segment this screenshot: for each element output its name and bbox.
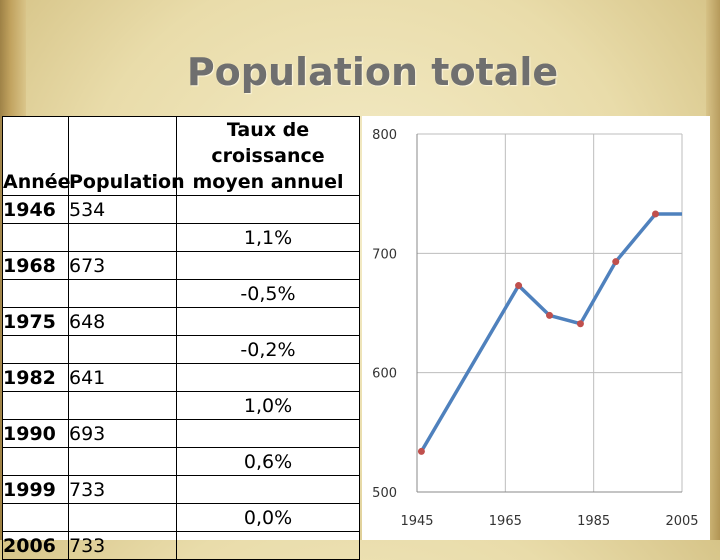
table-row: 1968 673 [2, 251, 360, 280]
x-tick-label: 1945 [400, 514, 433, 529]
table-row: 1946 534 [2, 195, 360, 224]
table-row: 1990 693 [2, 419, 360, 448]
population-cell: 648 [68, 307, 177, 336]
data-point [515, 282, 523, 290]
y-tick-label: 500 [372, 486, 397, 501]
table-row: 0,6% [2, 447, 360, 476]
year-cell: 1968 [2, 251, 69, 280]
year-cell: 1946 [2, 195, 69, 224]
population-table-panel: Année Population Taux de croissance moye… [2, 116, 360, 560]
rate-cell-empty [176, 531, 360, 560]
population-cell-empty [68, 279, 177, 308]
rate-cell: 1,1% [176, 223, 360, 252]
table-header-row: Année Population Taux de croissance moye… [2, 116, 360, 196]
year-cell-empty [2, 447, 69, 476]
rate-cell: 0,6% [176, 447, 360, 476]
rate-cell-empty [176, 307, 360, 336]
table-row: -0,2% [2, 335, 360, 364]
year-cell-empty [2, 391, 69, 420]
population-cell: 641 [68, 363, 177, 392]
table-row: 1982 641 [2, 363, 360, 392]
population-cell: 733 [68, 475, 177, 504]
year-cell: 1990 [2, 419, 69, 448]
rate-cell: -0,2% [176, 335, 360, 364]
population-cell-empty [68, 223, 177, 252]
population-cell-empty [68, 447, 177, 476]
rate-cell-empty [176, 475, 360, 504]
table-row: 1975 648 [2, 307, 360, 336]
table-row: 1999 733 [2, 475, 360, 504]
rate-cell: 0,0% [176, 503, 360, 532]
header-rate: Taux de croissance moyen annuel [176, 116, 360, 196]
data-point [546, 311, 553, 319]
population-cell: 534 [68, 195, 177, 224]
data-point [652, 210, 659, 218]
year-cell-empty [2, 503, 69, 532]
population-cell-empty [68, 503, 177, 532]
data-point [417, 447, 425, 455]
header-year: Année [2, 116, 71, 196]
population-line-chart: 1945 1965 1985 2005 500 600 700 800 [372, 128, 698, 529]
population-series-line [419, 212, 682, 453]
header-population: Population [68, 116, 185, 196]
x-tick-label: 2005 [665, 514, 698, 529]
population-cell: 673 [68, 251, 177, 280]
population-cell: 693 [68, 419, 177, 448]
rate-cell-empty [176, 419, 360, 448]
rate-cell-empty [176, 251, 360, 280]
table-row: -0,5% [2, 279, 360, 308]
year-cell: 2006 [2, 531, 69, 560]
year-cell-empty [2, 279, 69, 308]
population-cell-empty [68, 335, 177, 364]
rate-cell-empty [176, 195, 360, 224]
population-cell: 733 [68, 531, 177, 560]
data-point [576, 320, 584, 328]
rate-cell: -0,5% [176, 279, 360, 308]
year-cell-empty [2, 335, 69, 364]
population-table: Année Population Taux de croissance moye… [2, 116, 360, 560]
rate-cell-empty [176, 363, 360, 392]
x-tick-label: 1985 [577, 514, 610, 529]
x-tick-label: 1965 [489, 514, 522, 529]
year-cell: 1975 [2, 307, 69, 336]
y-tick-label: 700 [372, 247, 397, 262]
header-rate-line2: moyen annuel [192, 171, 344, 193]
year-cell: 1999 [2, 475, 69, 504]
rate-cell: 1,0% [176, 391, 360, 420]
population-chart-panel: 1945 1965 1985 2005 500 600 700 800 [362, 116, 710, 540]
year-cell-empty [2, 223, 69, 252]
header-rate-line1: Taux de croissance [211, 119, 325, 167]
population-cell-empty [68, 391, 177, 420]
table-row: 1,1% [2, 223, 360, 252]
y-tick-label: 600 [372, 367, 397, 382]
table-row: 2006 733 [2, 531, 360, 560]
year-cell: 1982 [2, 363, 69, 392]
slide-title: Population totale [186, 50, 559, 94]
table-row: 1,0% [2, 391, 360, 420]
y-tick-label: 800 [372, 128, 397, 143]
data-point [612, 258, 620, 266]
table-row: 0,0% [2, 503, 360, 532]
